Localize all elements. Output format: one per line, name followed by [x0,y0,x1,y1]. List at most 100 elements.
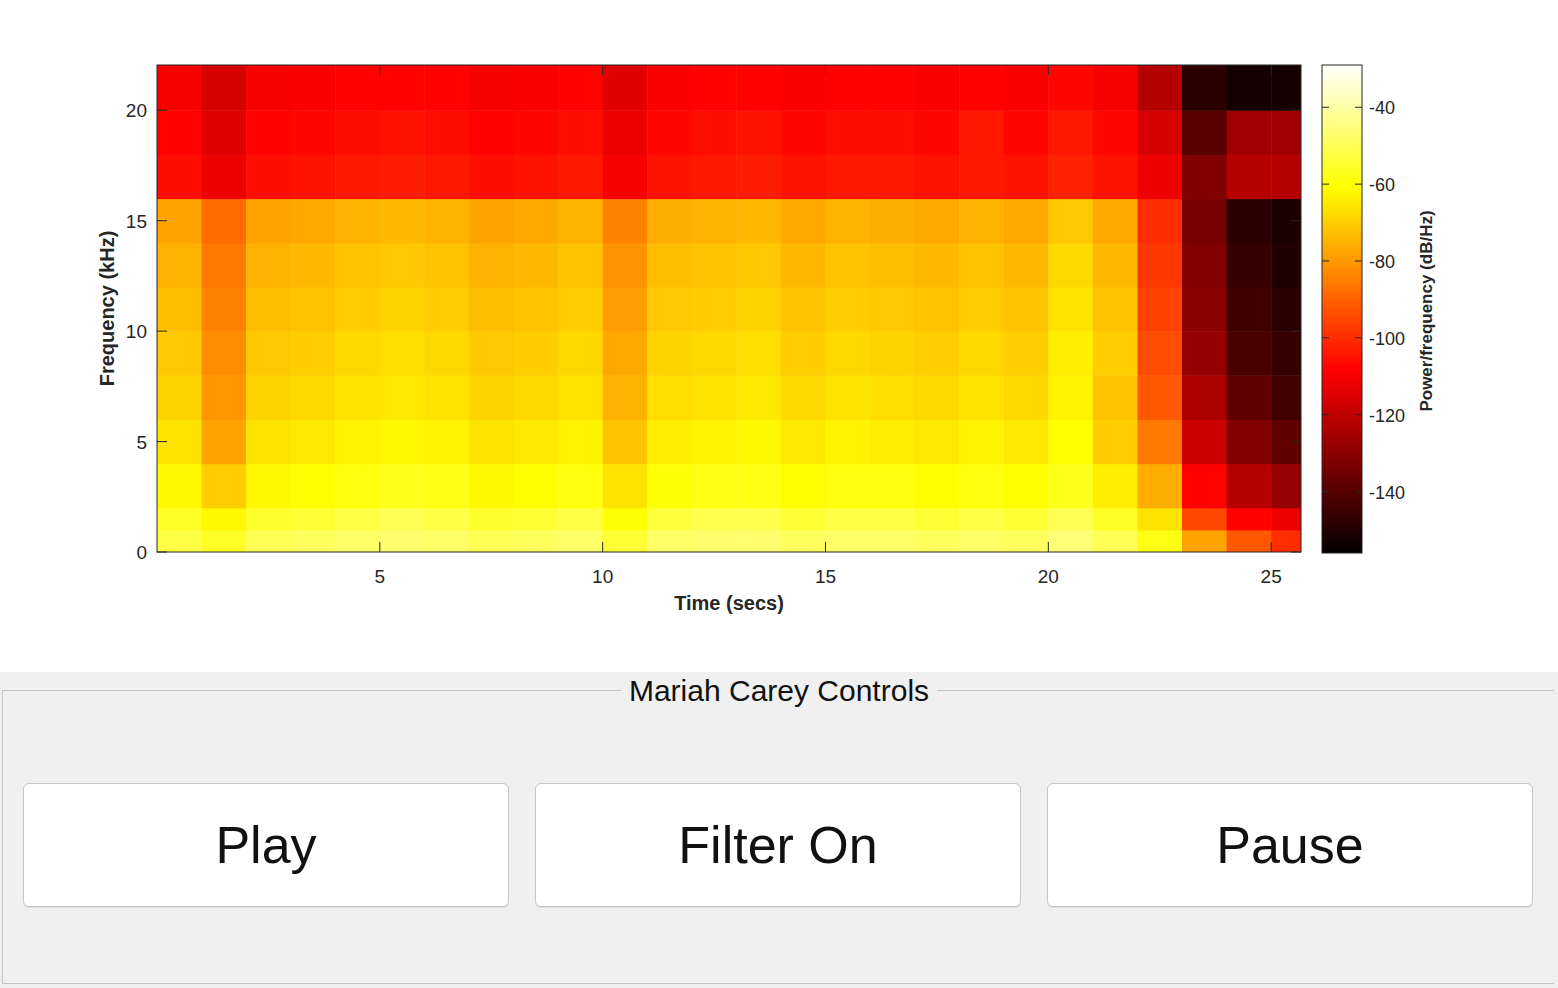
cell [1048,287,1093,332]
cell [870,199,915,244]
cell [915,110,960,155]
cell [647,110,692,155]
cell [246,530,291,552]
cell [424,530,469,552]
cell [157,243,202,288]
colorbar-tick-label: -60 [1369,175,1395,195]
cell [202,464,247,509]
cell [1048,530,1093,552]
cell [469,464,514,509]
x-tick-top [1048,65,1049,75]
cell [335,331,380,376]
cell [424,110,469,155]
y-tick [157,552,167,553]
cell [959,419,1004,464]
cell [603,419,648,464]
button[interactable]: Filter On [535,783,1021,907]
cell [781,65,826,111]
cell [291,65,336,111]
cell [1137,110,1182,155]
cell [380,243,425,288]
cell [959,331,1004,376]
cell [692,375,737,420]
cell [959,65,1004,111]
cell [157,530,202,552]
cell [380,464,425,509]
cell [781,287,826,332]
cell [469,110,514,155]
cell [1182,287,1227,332]
cell [380,199,425,244]
cell [424,154,469,199]
cell [647,243,692,288]
cell [959,375,1004,420]
cell [603,508,648,531]
cell [1048,243,1093,288]
cell [825,530,870,552]
y-tick-label: 10 [126,321,147,342]
cell [558,530,603,552]
cell [825,508,870,531]
button[interactable]: Pause [1047,783,1533,907]
cell [1227,287,1272,332]
cell [469,154,514,199]
cell [246,110,291,155]
cell [514,243,559,288]
cell [202,287,247,332]
panel-title-row: Mariah Carey Controls [0,674,1558,708]
x-tick-top [1271,65,1272,75]
colorbar-tick [1355,107,1362,108]
cell [202,508,247,531]
cell [603,331,648,376]
cell [335,243,380,288]
cell [157,419,202,464]
cell [647,508,692,531]
cell [781,110,826,155]
cell [469,331,514,376]
cell [870,243,915,288]
button[interactable]: Play [23,783,509,907]
cell [380,419,425,464]
cell [1271,375,1301,420]
cell [692,508,737,531]
cell [157,464,202,509]
cell [291,154,336,199]
cell [1048,375,1093,420]
cell [558,110,603,155]
cell [870,154,915,199]
colorbar-tick-label: -80 [1369,252,1395,272]
cell [1004,419,1049,464]
cell [246,375,291,420]
panel-title: Mariah Carey Controls [621,674,937,707]
cell [1271,110,1301,155]
cell [1227,154,1272,199]
cell [469,508,514,531]
y-tick-right [1291,220,1301,221]
cell [1271,199,1301,244]
cell [1137,199,1182,244]
cell [870,464,915,509]
cell [1271,530,1301,552]
cell [959,154,1004,199]
cell [469,287,514,332]
cell [1093,419,1138,464]
x-tick-label: 15 [815,566,836,587]
cell [157,375,202,420]
cell [1004,65,1049,111]
cell [424,331,469,376]
cell [692,199,737,244]
cell [825,419,870,464]
cell [1048,464,1093,509]
cell [647,375,692,420]
cell [870,110,915,155]
cell [424,287,469,332]
plot-frame [157,65,1301,552]
colorbar-tick-left [1322,184,1329,185]
cell [157,110,202,155]
cell [647,65,692,111]
cell [157,154,202,199]
colorbar-tick-label: -140 [1369,483,1405,503]
cell [1093,243,1138,288]
cell [1004,331,1049,376]
cell [514,464,559,509]
